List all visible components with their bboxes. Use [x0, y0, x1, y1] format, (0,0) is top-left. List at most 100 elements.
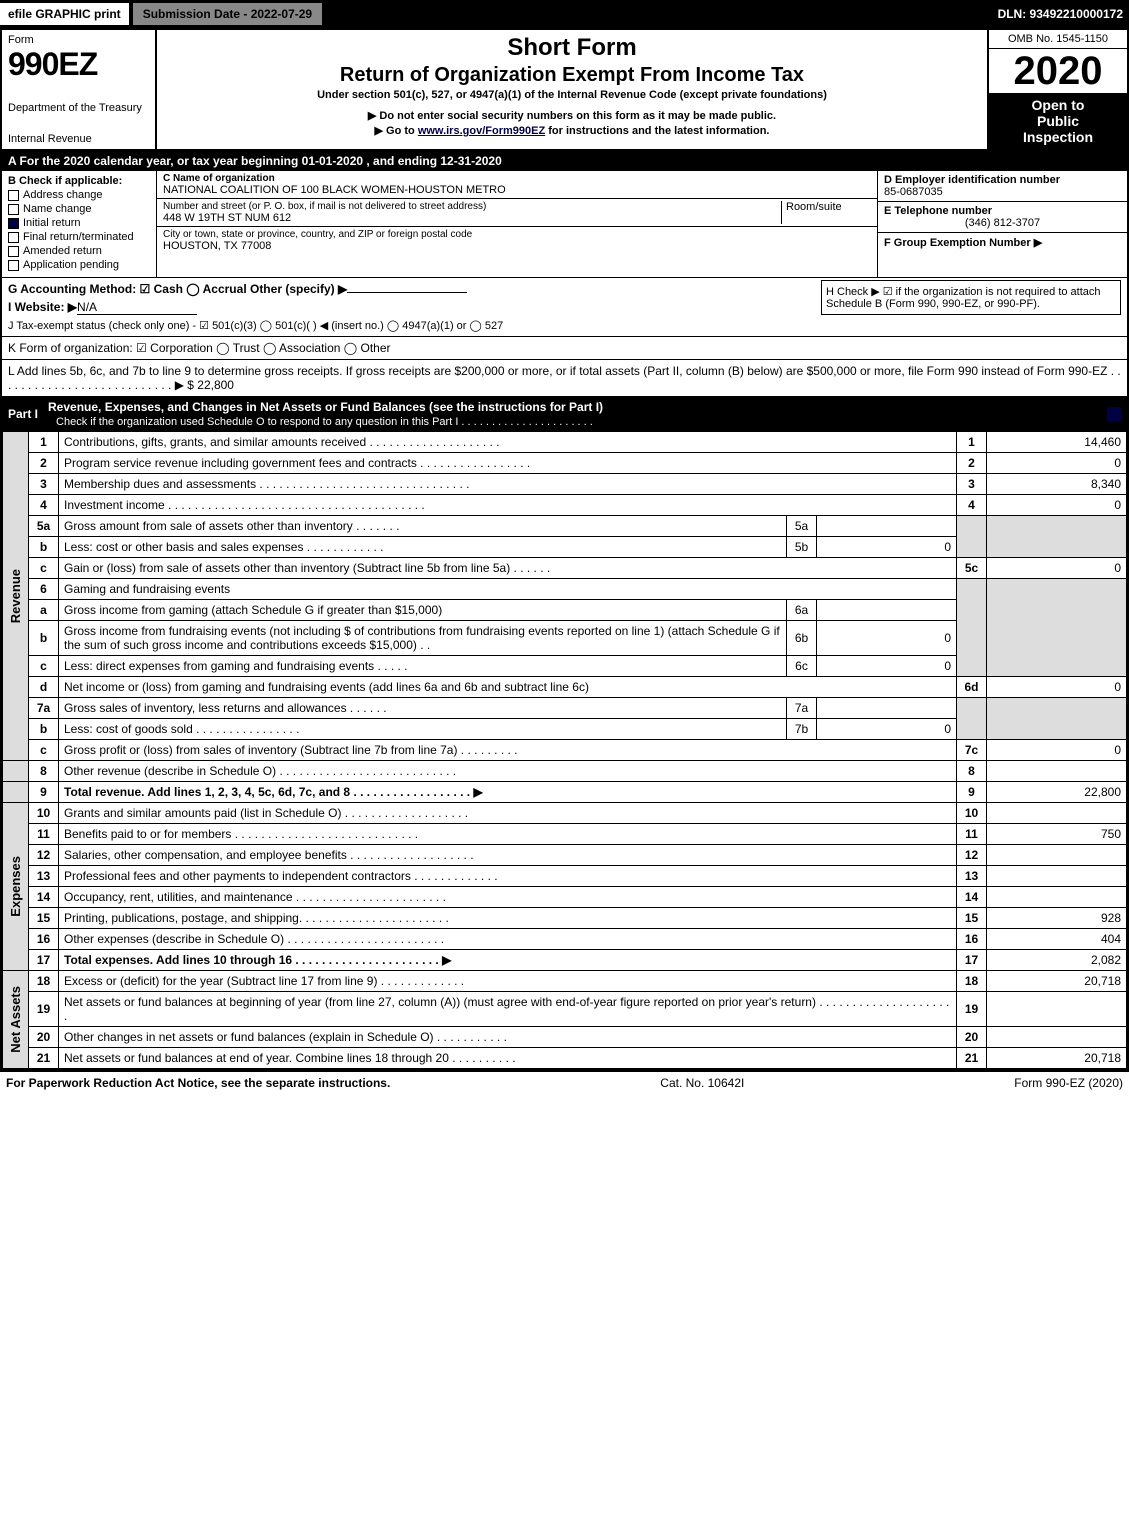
- opt-name: Name change: [23, 203, 92, 215]
- dln-label: DLN: 93492210000172: [998, 7, 1129, 21]
- form-container: Form 990EZ Department of the Treasury In…: [0, 28, 1129, 1071]
- table-row: 2Program service revenue including gover…: [3, 453, 1127, 474]
- part-i-checkbox[interactable]: [1107, 407, 1121, 421]
- opt-amended: Amended return: [23, 245, 102, 257]
- table-row: 21Net assets or fund balances at end of …: [3, 1048, 1127, 1069]
- table-row: 12Salaries, other compensation, and empl…: [3, 845, 1127, 866]
- check-amended[interactable]: Amended return: [8, 245, 150, 257]
- table-row: Expenses 10Grants and similar amounts pa…: [3, 803, 1127, 824]
- dept-treasury: Department of the Treasury: [8, 102, 149, 114]
- check-address-change[interactable]: Address change: [8, 189, 150, 201]
- website-lbl: I Website: ▶: [8, 300, 77, 314]
- part-i-title: Revenue, Expenses, and Changes in Net As…: [48, 400, 603, 428]
- footer-left: For Paperwork Reduction Act Notice, see …: [6, 1076, 390, 1090]
- tel-lbl: E Telephone number: [884, 205, 1121, 217]
- omb-number: OMB No. 1545-1150: [989, 30, 1127, 49]
- table-row: 16Other expenses (describe in Schedule O…: [3, 929, 1127, 950]
- table-row: 5aGross amount from sale of assets other…: [3, 516, 1127, 537]
- form-word: Form: [8, 34, 149, 46]
- row-desc: Contributions, gifts, grants, and simila…: [59, 432, 957, 453]
- footer-mid: Cat. No. 10642I: [660, 1076, 744, 1090]
- ssn-warning: ▶ Do not enter social security numbers o…: [165, 109, 979, 122]
- opt-pending: Application pending: [23, 259, 119, 271]
- city-row: City or town, state or province, country…: [157, 227, 877, 254]
- line-g-text: G Accounting Method: ☑ Cash ◯ Accrual Ot…: [8, 282, 347, 296]
- form-header: Form 990EZ Department of the Treasury In…: [2, 30, 1127, 151]
- col-b: B Check if applicable: Address change Na…: [2, 171, 157, 277]
- open-line1: Open to: [991, 97, 1125, 113]
- addr-lbl: Number and street (or P. O. box, if mail…: [163, 201, 781, 212]
- line-k: K Form of organization: ☑ Corporation ◯ …: [2, 337, 1127, 360]
- row-idx: 1: [957, 432, 987, 453]
- table-row: 19Net assets or fund balances at beginni…: [3, 992, 1127, 1027]
- org-name-row: C Name of organization NATIONAL COALITIO…: [157, 171, 877, 199]
- revenue-side: Revenue: [3, 432, 29, 761]
- open-line2: Public: [991, 113, 1125, 129]
- table-row: 14Occupancy, rent, utilities, and mainte…: [3, 887, 1127, 908]
- org-name-lbl: C Name of organization: [163, 173, 871, 184]
- row-num: 1: [29, 432, 59, 453]
- part-i-title-text: Revenue, Expenses, and Changes in Net As…: [48, 400, 603, 414]
- check-initial-return[interactable]: Initial return: [8, 217, 150, 229]
- section-bcdef: B Check if applicable: Address change Na…: [2, 171, 1127, 278]
- addr-row: Number and street (or P. O. box, if mail…: [157, 199, 877, 227]
- opt-address: Address change: [23, 189, 103, 201]
- col-c: C Name of organization NATIONAL COALITIO…: [157, 171, 877, 277]
- table-row: 8Other revenue (describe in Schedule O) …: [3, 761, 1127, 782]
- dept-irs: Internal Revenue: [8, 133, 149, 145]
- table-row: 3Membership dues and assessments . . . .…: [3, 474, 1127, 495]
- grp-lbl: F Group Exemption Number ▶: [884, 236, 1121, 249]
- table-row: Revenue 1 Contributions, gifts, grants, …: [3, 432, 1127, 453]
- col-b-head: B Check if applicable:: [8, 175, 150, 187]
- header-right: OMB No. 1545-1150 2020 Open to Public In…: [987, 30, 1127, 149]
- table-row: 15Printing, publications, postage, and s…: [3, 908, 1127, 929]
- goto-line: ▶ Go to www.irs.gov/Form990EZ for instru…: [165, 124, 979, 137]
- check-name-change[interactable]: Name change: [8, 203, 150, 215]
- part-i-header: Part I Revenue, Expenses, and Changes in…: [2, 397, 1127, 431]
- col-d: D Employer identification number 85-0687…: [877, 171, 1127, 277]
- website-val: N/A: [77, 300, 197, 315]
- part-i-sub: Check if the organization used Schedule …: [56, 416, 593, 428]
- top-bar: efile GRAPHIC print Submission Date - 20…: [0, 0, 1129, 28]
- revenue-table: Revenue 1 Contributions, gifts, grants, …: [2, 431, 1127, 1069]
- table-row: 11Benefits paid to or for members . . . …: [3, 824, 1127, 845]
- row-val: 14,460: [987, 432, 1127, 453]
- header-left: Form 990EZ Department of the Treasury In…: [2, 30, 157, 149]
- ein-val: 85-0687035: [884, 186, 1121, 198]
- tel-cell: E Telephone number (346) 812-3707: [878, 202, 1127, 233]
- tax-year: 2020: [989, 49, 1127, 93]
- goto-post: for instructions and the latest informat…: [545, 125, 769, 137]
- table-row: 9Total revenue. Add lines 1, 2, 3, 4, 5c…: [3, 782, 1127, 803]
- efile-label: efile GRAPHIC print: [0, 3, 129, 25]
- irs-link[interactable]: www.irs.gov/Form990EZ: [418, 125, 545, 137]
- line-j: J Tax-exempt status (check only one) - ☑…: [8, 319, 1121, 332]
- ein-cell: D Employer identification number 85-0687…: [878, 171, 1127, 202]
- table-row: cGross profit or (loss) from sales of in…: [3, 740, 1127, 761]
- submission-date: Submission Date - 2022-07-29: [133, 3, 322, 25]
- table-row: Net Assets 18Excess or (deficit) for the…: [3, 971, 1127, 992]
- expenses-side: Expenses: [3, 803, 29, 971]
- header-middle: Short Form Return of Organization Exempt…: [157, 30, 987, 149]
- goto-pre: ▶ Go to: [375, 125, 418, 137]
- form-number: 990EZ: [8, 46, 149, 83]
- subtitle-section: Under section 501(c), 527, or 4947(a)(1)…: [165, 89, 979, 101]
- footer-right: Form 990-EZ (2020): [1014, 1076, 1123, 1090]
- table-row: 20Other changes in net assets or fund ba…: [3, 1027, 1127, 1048]
- check-pending[interactable]: Application pending: [8, 259, 150, 271]
- grp-cell: F Group Exemption Number ▶: [878, 233, 1127, 252]
- table-row: 4Investment income . . . . . . . . . . .…: [3, 495, 1127, 516]
- table-row: 13Professional fees and other payments t…: [3, 866, 1127, 887]
- period-band: A For the 2020 calendar year, or tax yea…: [2, 151, 1127, 171]
- city-lbl: City or town, state or province, country…: [163, 229, 871, 240]
- ein-lbl: D Employer identification number: [884, 174, 1121, 186]
- section-ghij: G Accounting Method: ☑ Cash ◯ Accrual Ot…: [2, 278, 1127, 337]
- city-val: HOUSTON, TX 77008: [163, 240, 871, 252]
- open-line3: Inspection: [991, 129, 1125, 145]
- opt-final: Final return/terminated: [23, 231, 134, 243]
- title-short-form: Short Form: [165, 34, 979, 62]
- table-row: 17Total expenses. Add lines 10 through 1…: [3, 950, 1127, 971]
- table-row: cGain or (loss) from sale of assets othe…: [3, 558, 1127, 579]
- part-i-label: Part I: [8, 407, 38, 421]
- check-final-return[interactable]: Final return/terminated: [8, 231, 150, 243]
- title-return: Return of Organization Exempt From Incom…: [165, 64, 979, 87]
